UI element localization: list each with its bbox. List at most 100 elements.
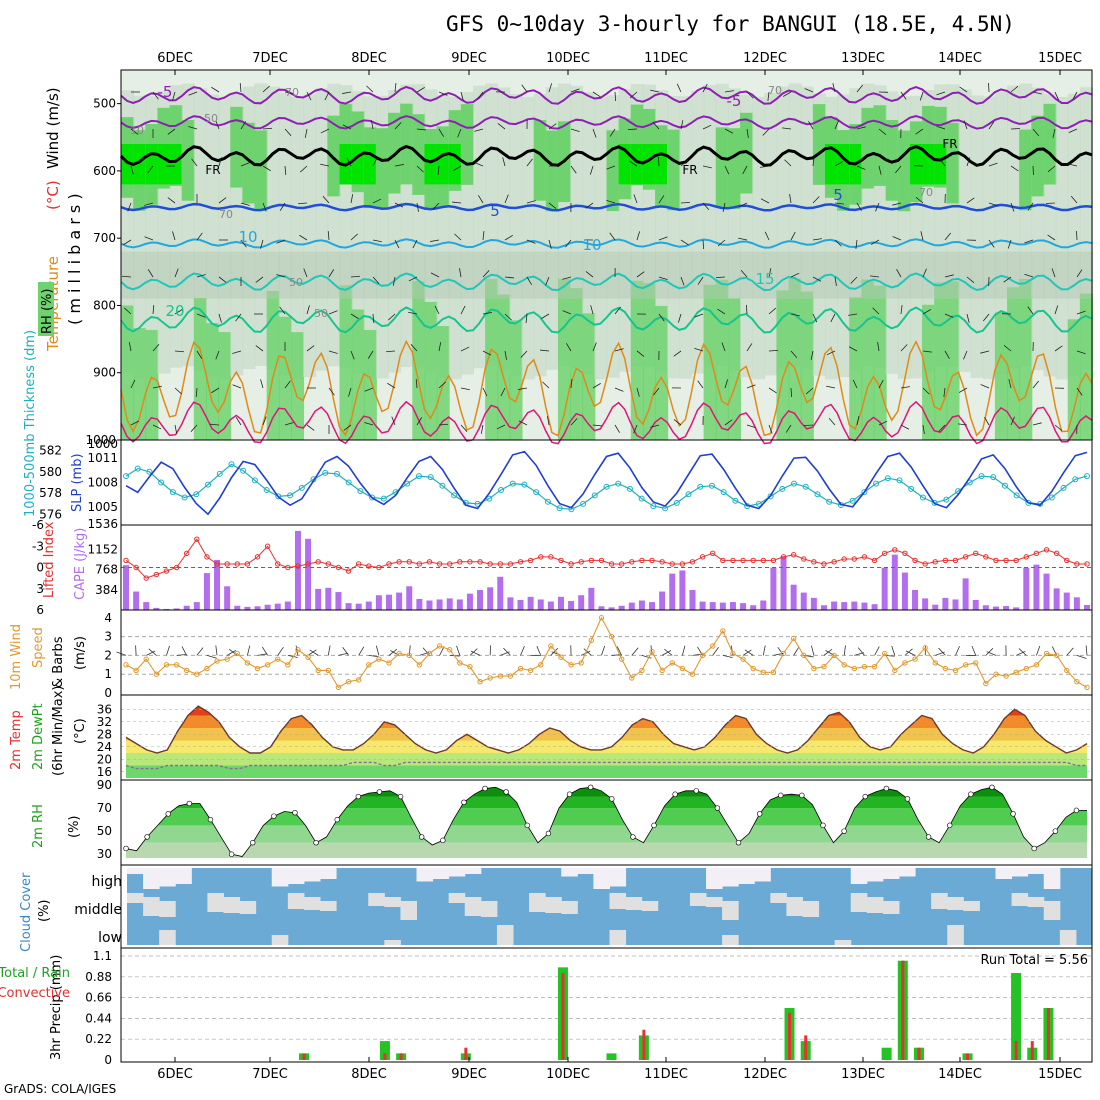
rh-area (121, 251, 135, 299)
isotherm-minus5 (120, 85, 1093, 105)
cloud-high-gap (593, 868, 610, 889)
rh-area (133, 144, 147, 185)
wind-barb (944, 350, 950, 359)
cape-bar (598, 606, 605, 610)
rh-point (1073, 807, 1080, 814)
rh-area (363, 144, 377, 185)
rh-area (861, 279, 875, 440)
rh-area (436, 251, 450, 299)
rh-area (1007, 251, 1021, 299)
wind-speed-point (902, 660, 908, 666)
wind-barb (1076, 387, 1083, 396)
wind-barb (521, 84, 528, 93)
wind-barb (394, 202, 404, 208)
surface-wind-barb (342, 647, 349, 656)
rh-area (254, 130, 268, 212)
cape-bar (679, 570, 686, 610)
rh-area (909, 251, 924, 299)
cape-bar (143, 602, 150, 610)
wind-barb (694, 313, 704, 318)
wind-barb (983, 313, 990, 322)
wind-barb (717, 239, 726, 247)
li-point (770, 557, 777, 564)
li-point (335, 564, 342, 571)
cape-tick: 768 (95, 563, 118, 577)
wind-barb (724, 419, 733, 426)
wind-barb (394, 83, 397, 93)
wind-barb (673, 350, 682, 357)
rh-area (303, 94, 317, 378)
cape-bar (234, 605, 241, 610)
wind-barb (211, 86, 220, 93)
wind-barb (614, 387, 624, 392)
li-point (811, 559, 817, 565)
date-tick-top: 6DEC (157, 51, 193, 66)
cape-bar (1043, 573, 1050, 610)
thickness-point (298, 484, 305, 491)
li-point (325, 561, 332, 567)
wind-barb (870, 275, 880, 278)
cape-bar (325, 587, 332, 610)
li-point (305, 561, 311, 567)
wind-barb (438, 91, 448, 96)
wind-barb (768, 349, 779, 352)
surface-wind-barb (891, 645, 896, 656)
wind-barb (922, 268, 927, 278)
wind-speed-point (821, 663, 827, 670)
wind-barb (255, 276, 264, 283)
wind-barb (416, 165, 424, 173)
rh-area (1067, 319, 1081, 440)
wind-barb (789, 194, 792, 204)
wind-speed-point (1033, 662, 1040, 668)
cape-bar (992, 606, 999, 610)
rh-area (715, 251, 729, 299)
cloud-high-gap (706, 868, 723, 889)
wind-barb (416, 202, 419, 212)
wind-barb (746, 128, 749, 138)
cape-bar (790, 584, 797, 610)
wind-barb (936, 125, 946, 130)
wind-barb (482, 270, 490, 278)
cloud-low-gap (834, 940, 852, 945)
thickness-point (767, 493, 774, 500)
wind-barb (871, 239, 880, 245)
cloud-high-gap (882, 868, 900, 879)
li-point (436, 561, 443, 567)
surface-wind-barb (148, 648, 157, 656)
rh-area (375, 251, 390, 299)
wind-barb (130, 128, 139, 135)
wind-barb (218, 157, 222, 167)
rh-point (545, 830, 552, 837)
rh-area (254, 251, 268, 299)
wind-barb (284, 165, 287, 176)
thickness-point (193, 491, 200, 498)
li-point (932, 559, 938, 565)
rh-contour-label: 70 (919, 186, 933, 199)
wind-barb (760, 165, 770, 168)
li-line (125, 538, 1087, 579)
temp-tick: 28 (97, 727, 112, 741)
wind-ylabel-part: 10m Wind (9, 624, 24, 690)
rh-area (230, 106, 244, 188)
wind-barb (300, 165, 308, 173)
wind-barb (959, 387, 968, 393)
wind-barb (1010, 416, 1015, 426)
wind-barb (541, 313, 550, 319)
li-tick: 6 (36, 603, 44, 617)
wind-barb (963, 350, 968, 360)
thickness-point (345, 479, 352, 486)
precip-convective-bar (917, 1047, 921, 1060)
wind-barb (304, 128, 308, 138)
wind-speed-point (618, 656, 625, 662)
rh-point (144, 834, 150, 840)
wind-barb (653, 387, 660, 396)
wind-barb (415, 378, 418, 389)
wind-barb (629, 91, 638, 99)
wind-barb (174, 268, 179, 278)
li-point (598, 557, 605, 564)
li-point (821, 561, 827, 567)
cape-bar (1033, 564, 1040, 610)
wind-barb (1051, 268, 1056, 278)
li-point (457, 559, 463, 565)
li-ylabel: Lifted Index (42, 521, 57, 598)
